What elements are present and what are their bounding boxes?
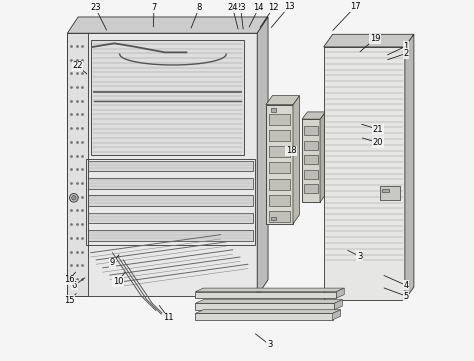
Bar [269,162,290,173]
Text: 5: 5 [403,292,409,300]
Circle shape [72,196,76,200]
Text: 10: 10 [113,277,123,286]
Text: 19: 19 [370,35,380,43]
Text: 23: 23 [90,4,101,12]
Polygon shape [257,17,268,296]
Bar [271,108,275,112]
Polygon shape [195,292,336,298]
Polygon shape [324,34,414,47]
Text: 7: 7 [151,4,157,12]
Bar [302,119,320,202]
Bar [269,130,290,141]
Bar [88,213,253,223]
Bar [269,146,290,157]
Text: 23: 23 [235,4,246,12]
Bar [88,230,253,241]
Polygon shape [335,300,342,310]
Text: 21: 21 [373,125,383,134]
Bar [269,211,290,222]
Text: 3: 3 [357,252,363,261]
Text: 16: 16 [64,275,74,284]
Bar [380,186,400,200]
Polygon shape [405,34,414,300]
Polygon shape [67,33,257,296]
Bar [266,105,293,224]
Text: 14: 14 [254,4,264,12]
Polygon shape [293,96,300,224]
Polygon shape [195,313,333,320]
Polygon shape [302,112,326,119]
Text: 17: 17 [350,2,361,11]
Polygon shape [195,300,342,303]
Polygon shape [195,310,341,313]
Text: 18: 18 [286,147,296,155]
Polygon shape [195,288,344,292]
Text: 13: 13 [283,2,294,11]
Bar [67,33,88,296]
Text: 22: 22 [72,61,82,70]
Polygon shape [320,112,326,202]
Bar [382,189,389,192]
Bar [269,179,290,190]
Bar [271,217,275,220]
Text: 11: 11 [163,313,173,322]
Polygon shape [324,47,405,300]
Bar [269,114,290,125]
Text: 8: 8 [196,4,202,12]
Polygon shape [266,96,300,105]
Polygon shape [195,303,335,310]
Text: 24: 24 [228,4,238,12]
Circle shape [70,193,78,202]
Bar [88,178,253,189]
Bar [88,195,253,206]
Polygon shape [333,310,341,320]
Text: 9: 9 [110,258,115,267]
Bar [304,170,318,179]
Text: 1: 1 [403,42,409,51]
Text: 15: 15 [64,296,74,305]
Text: 12: 12 [268,4,278,12]
Bar [91,40,244,155]
Polygon shape [67,17,268,33]
Text: 6: 6 [72,281,77,290]
Bar [88,161,253,171]
Bar [304,141,318,150]
Text: 3: 3 [267,340,272,349]
Bar [269,195,290,206]
Text: 2: 2 [403,49,409,58]
Bar [304,126,318,135]
Text: 20: 20 [373,138,383,147]
Bar [304,155,318,164]
Bar [304,184,318,193]
Polygon shape [336,288,344,298]
Bar [86,159,255,245]
Text: 4: 4 [403,281,409,290]
